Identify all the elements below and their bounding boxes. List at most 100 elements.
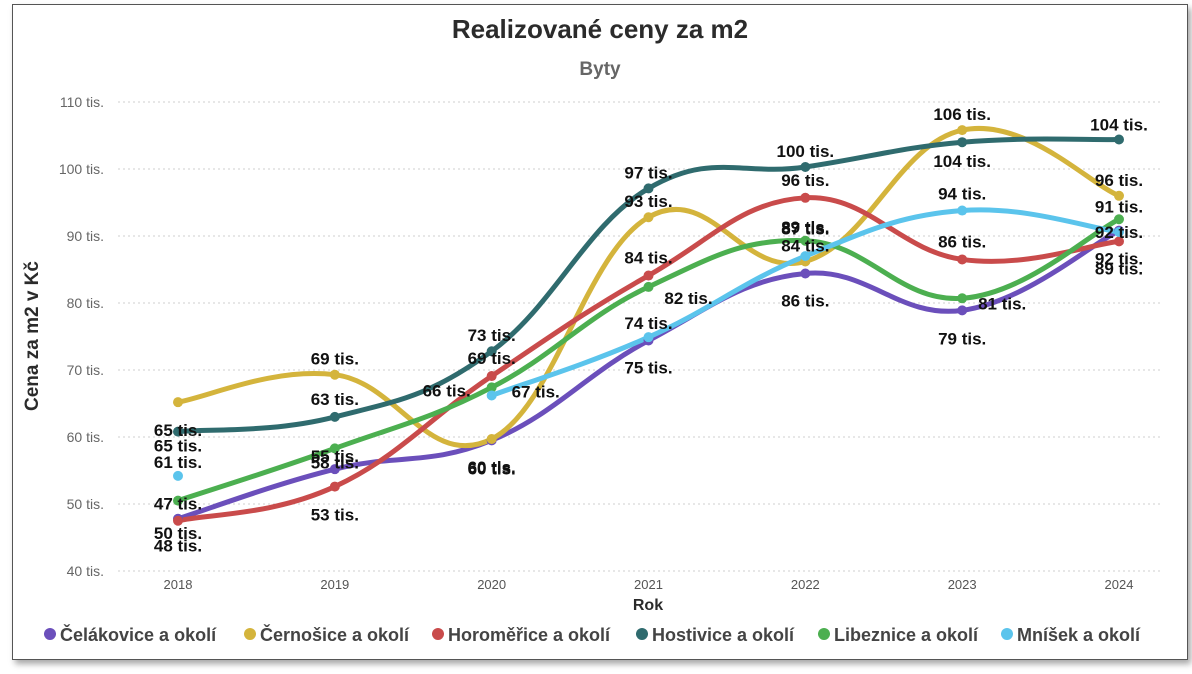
x-tick-label: 2023	[948, 577, 977, 592]
legend-marker-cernosice-a-okoli[interactable]	[244, 628, 256, 640]
y-axis-ticks: 40 tis. 50 tis. 60 tis. 70 tis. 80 tis. 90 ti…	[59, 94, 104, 579]
legend-item-celakovice-a-okoli[interactable]: Čelákovice a okolí	[60, 624, 217, 645]
data-label-mnisek-a-okoli: 61 tis.	[154, 453, 202, 472]
y-tick-label: 60 tis.	[67, 429, 104, 445]
data-label-cernosice-a-okoli: 106 tis.	[933, 105, 991, 124]
data-point-libeznice-a-okoli[interactable]	[486, 382, 497, 393]
data-label-hostivice-a-okoli: 97 tis.	[624, 163, 672, 182]
y-tick-label: 110 tis.	[60, 94, 104, 110]
data-point-libeznice-a-okoli[interactable]	[643, 281, 654, 292]
data-label-libeznice-a-okoli: 82 tis.	[664, 289, 712, 308]
legend-marker-mnisek-a-okoli[interactable]	[1001, 628, 1013, 640]
data-point-mnisek-a-okoli[interactable]	[1114, 226, 1124, 237]
y-tick-label: 90 tis.	[67, 228, 104, 244]
legend-item-libeznice-a-okoli[interactable]: Libeznice a okolí	[834, 625, 979, 645]
y-tick-label: 40 tis.	[67, 563, 104, 579]
data-point-libeznice-a-okoli[interactable]	[1114, 214, 1124, 225]
data-point-cernosice-a-okoli[interactable]	[329, 369, 340, 380]
data-label-cernosice-a-okoli: 93 tis.	[624, 192, 672, 211]
data-point-cernosice-a-okoli[interactable]	[486, 434, 497, 445]
data-label-hostivice-a-okoli: 65 tis.	[154, 437, 202, 456]
legend-item-cernosice-a-okoli[interactable]: Černošice a okolí	[260, 624, 410, 645]
data-point-mnisek-a-okoli[interactable]	[486, 390, 497, 401]
y-tick-label: 50 tis.	[67, 496, 104, 512]
x-tick-label: 2018	[164, 577, 193, 592]
data-label-celakovice-a-okoli: 89 tis.	[1095, 260, 1143, 279]
data-point-hostivice-a-okoli[interactable]	[800, 161, 811, 172]
legend-item-hostivice-a-okoli[interactable]: Hostivice a okolí	[652, 625, 795, 645]
data-label-mnisek-a-okoli: 89 tis.	[781, 218, 829, 237]
data-point-hostivice-a-okoli[interactable]	[329, 411, 340, 422]
legend-item-mnisek-a-okoli[interactable]: Mníšek a okolí	[1017, 625, 1141, 645]
data-point-libeznice-a-okoli[interactable]	[329, 443, 340, 454]
y-tick-label: 100 tis.	[59, 161, 104, 177]
data-point-hostivice-a-okoli[interactable]	[173, 426, 183, 437]
data-label-cernosice-a-okoli: 69 tis.	[311, 350, 359, 369]
data-point-horomerice-a-okoli[interactable]	[957, 254, 968, 265]
data-label-libeznice-a-okoli: 87 tis.	[781, 220, 829, 239]
data-label-hostivice-a-okoli: 63 tis.	[311, 390, 359, 409]
data-point-cernosice-a-okoli[interactable]	[643, 212, 654, 223]
data-label-mnisek-a-okoli: 94 tis.	[938, 185, 986, 204]
legend-marker-celakovice-a-okoli[interactable]	[44, 628, 56, 640]
data-label-horomerice-a-okoli: 53 tis.	[311, 506, 359, 525]
data-point-hostivice-a-okoli[interactable]	[486, 346, 497, 357]
data-label-celakovice-a-okoli: 55 tis.	[311, 447, 359, 466]
data-point-libeznice-a-okoli[interactable]	[800, 235, 811, 246]
data-label-horomerice-a-okoli: 69 tis.	[468, 349, 516, 368]
data-label-horomerice-a-okoli: 92 tis.	[1095, 249, 1143, 268]
data-point-celakovice-a-okoli[interactable]	[800, 268, 811, 279]
x-axis-label: Rok	[633, 597, 663, 614]
data-point-cernosice-a-okoli[interactable]	[1114, 190, 1124, 201]
data-point-hostivice-a-okoli[interactable]	[643, 183, 654, 194]
data-point-mnisek-a-okoli[interactable]	[800, 251, 811, 262]
chart-title: Realizované ceny za m2	[452, 14, 748, 44]
data-point-horomerice-a-okoli[interactable]	[800, 192, 811, 203]
data-labels: 48 tis. 55 tis. 60 tis. 75 tis. 86 tis. 79 ti…	[154, 105, 1148, 556]
data-label-hostivice-a-okoli: 100 tis.	[777, 142, 835, 161]
data-label-horomerice-a-okoli: 84 tis.	[624, 249, 672, 268]
data-label-mnisek-a-okoli: 74 tis.	[624, 314, 672, 333]
data-point-horomerice-a-okoli[interactable]	[486, 371, 497, 382]
data-label-cernosice-a-okoli: 65 tis.	[154, 421, 202, 440]
data-label-celakovice-a-okoli: 75 tis.	[624, 359, 672, 378]
data-point-cernosice-a-okoli[interactable]	[957, 125, 968, 136]
data-label-mnisek-a-okoli: 92 tis.	[1095, 223, 1143, 242]
data-point-mnisek-a-okoli[interactable]	[173, 470, 183, 481]
data-label-horomerice-a-okoli: 86 tis.	[938, 232, 986, 251]
data-point-hostivice-a-okoli[interactable]	[957, 137, 968, 148]
data-label-celakovice-a-okoli: 48 tis.	[154, 537, 202, 556]
x-tick-label: 2024	[1105, 577, 1134, 592]
data-point-celakovice-a-okoli[interactable]	[957, 305, 968, 316]
data-point-cernosice-a-okoli[interactable]	[173, 397, 183, 408]
data-point-horomerice-a-okoli[interactable]	[1114, 236, 1124, 247]
data-label-cernosice-a-okoli: 84 tis.	[781, 236, 829, 255]
data-label-libeznice-a-okoli: 58 tis.	[311, 453, 359, 472]
data-point-horomerice-a-okoli[interactable]	[173, 515, 183, 526]
data-point-libeznice-a-okoli[interactable]	[957, 293, 968, 304]
data-point-horomerice-a-okoli[interactable]	[329, 481, 340, 492]
legend-item-horomerice-a-okoli[interactable]: Horoměřice a okolí	[448, 625, 611, 645]
legend-marker-horomerice-a-okoli[interactable]	[432, 628, 444, 640]
data-label-celakovice-a-okoli: 79 tis.	[938, 329, 986, 348]
data-label-cernosice-a-okoli: 96 tis.	[1095, 171, 1143, 190]
data-label-cernosice-a-okoli: 60 tis.	[468, 458, 516, 477]
data-point-celakovice-a-okoli[interactable]	[329, 464, 340, 475]
legend-marker-hostivice-a-okoli[interactable]	[636, 628, 648, 640]
y-axis-label: Cena za m2 v Kč	[22, 261, 43, 411]
data-label-hostivice-a-okoli: 73 tis.	[468, 326, 516, 345]
data-point-libeznice-a-okoli[interactable]	[173, 495, 183, 506]
data-point-hostivice-a-okoli[interactable]	[1114, 134, 1124, 145]
legend: Čelákovice a okolí Černošice a okolí Horom…	[44, 624, 1141, 645]
data-point-mnisek-a-okoli[interactable]	[643, 332, 654, 343]
x-tick-label: 2020	[477, 577, 506, 592]
data-point-horomerice-a-okoli[interactable]	[643, 270, 654, 281]
data-label-horomerice-a-okoli: 96 tis.	[781, 171, 829, 190]
data-label-libeznice-a-okoli: 47 tis.	[154, 495, 202, 514]
data-label-horomerice-a-okoli: 50 tis.	[154, 524, 202, 543]
data-label-libeznice-a-okoli: 81 tis.	[978, 294, 1026, 313]
data-point-mnisek-a-okoli[interactable]	[957, 205, 968, 216]
data-label-libeznice-a-okoli: 66 tis.	[423, 381, 471, 400]
legend-marker-libeznice-a-okoli[interactable]	[818, 628, 830, 640]
